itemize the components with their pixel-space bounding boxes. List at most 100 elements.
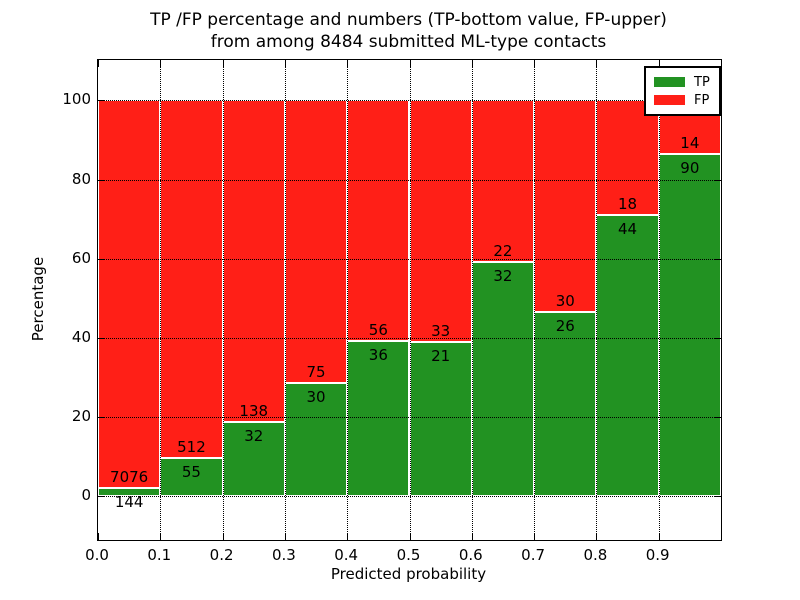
bar-segment-fp <box>222 100 285 422</box>
v-gridline <box>347 60 349 540</box>
tp-count-label: 55 <box>181 462 201 481</box>
tp-count-label: 32 <box>493 266 513 285</box>
fp-color-swatch-icon <box>654 95 685 105</box>
bar-segment-tp <box>534 312 597 497</box>
fp-count-label: 512 <box>177 437 206 456</box>
bar-segment-fp <box>534 100 597 313</box>
fp-count-label: 18 <box>618 195 638 214</box>
x-tick-mark <box>160 533 162 540</box>
plot-area: 7076 144 512 55 138 32 75 30 56 36 33 21 22 32 30 26 18 4… <box>97 59 722 541</box>
bar-segment-fp <box>284 100 348 384</box>
fp-count-label: 30 <box>555 292 575 311</box>
v-gridline <box>534 60 536 540</box>
bar-segment-tp <box>98 488 161 497</box>
bar-segment-fp <box>471 100 535 262</box>
legend-entry-tp: TP <box>654 73 710 91</box>
fp-count-label: 75 <box>306 363 326 382</box>
bar-segment-fp <box>98 100 161 489</box>
y-tick-label: 60 <box>71 248 91 267</box>
x-tick-mark-top <box>596 60 598 67</box>
y-tick-label: 20 <box>71 406 91 425</box>
tp-color-swatch-icon <box>654 77 685 87</box>
bar-segment-tp <box>471 261 535 497</box>
x-tick-label: 0.1 <box>147 546 172 564</box>
tp-count-label: 44 <box>618 220 638 239</box>
x-tick-label: 0.5 <box>396 546 421 564</box>
v-gridline <box>409 60 411 540</box>
v-gridline <box>222 60 224 540</box>
legend: TP FP <box>644 66 721 116</box>
x-tick-mark-top <box>471 60 473 67</box>
v-gridline <box>658 60 660 540</box>
tp-count-label: 21 <box>431 347 451 366</box>
x-tick-mark <box>98 533 99 540</box>
x-tick-mark-top <box>409 60 411 67</box>
y-tick-mark <box>98 258 105 260</box>
y-tick-mark-right <box>714 258 721 260</box>
y-tick-mark <box>98 100 105 102</box>
y-tick-label: 80 <box>71 169 91 188</box>
x-tick-label: 0.6 <box>458 546 483 564</box>
tp-count-label: 90 <box>680 158 700 177</box>
v-gridline <box>471 60 473 540</box>
bar-segment-fp <box>409 100 472 343</box>
tp-count-label: 30 <box>306 388 326 407</box>
x-tick-mark <box>284 533 286 540</box>
bar-segment-tp <box>409 342 472 497</box>
tp-count-label: 26 <box>555 317 575 336</box>
fp-count-label: 14 <box>680 133 700 152</box>
x-tick-mark-top <box>284 60 286 67</box>
chart-title-line1: TP /FP percentage and numbers (TP-bottom… <box>150 10 667 30</box>
x-tick-mark <box>347 533 349 540</box>
x-tick-label: 0.8 <box>583 546 608 564</box>
bar-segment-tp <box>658 153 721 497</box>
x-tick-label: 0.4 <box>334 546 359 564</box>
legend-label-fp: FP <box>694 92 710 108</box>
x-tick-label: 0.9 <box>645 546 670 564</box>
y-tick-mark <box>98 416 105 418</box>
x-tick-mark <box>534 533 536 540</box>
bar-segment-tp <box>347 341 410 497</box>
y-tick-mark-right <box>714 416 721 418</box>
x-tick-mark-top <box>534 60 536 67</box>
bar-segment-fp <box>596 100 659 216</box>
y-tick-mark <box>98 496 105 498</box>
x-axis-label: Predicted probability <box>330 565 487 583</box>
x-tick-mark <box>658 533 660 540</box>
tp-count-label: 144 <box>114 493 144 512</box>
bar-segment-fp <box>160 100 223 458</box>
y-tick-mark-right <box>714 179 721 181</box>
fp-count-label: 7076 <box>110 468 149 487</box>
y-tick-mark-right <box>714 337 721 339</box>
legend-entry-fp: FP <box>654 91 710 109</box>
v-gridline <box>284 60 286 540</box>
y-tick-mark <box>98 179 105 181</box>
fp-count-label: 33 <box>431 322 451 341</box>
x-tick-mark <box>222 533 224 540</box>
x-tick-mark-top <box>98 60 99 67</box>
y-tick-label: 0 <box>81 486 91 505</box>
bar-segment-tp <box>596 215 659 497</box>
v-gridline <box>160 60 162 540</box>
tp-count-label: 36 <box>368 346 388 365</box>
y-tick-label: 100 <box>62 90 91 109</box>
x-tick-mark-top <box>347 60 349 67</box>
y-tick-mark-right <box>714 496 721 498</box>
x-tick-label: 0.7 <box>521 546 546 564</box>
legend-label-tp: TP <box>694 74 710 90</box>
bar-segment-tp <box>160 457 223 497</box>
chart-title-line2: from among 8484 submitted ML-type contac… <box>210 32 607 52</box>
x-tick-label: 0.2 <box>209 546 234 564</box>
x-tick-mark-top <box>658 60 660 67</box>
fp-count-label: 56 <box>368 321 388 340</box>
y-tick-label: 40 <box>71 327 91 346</box>
y-tick-mark <box>98 337 105 339</box>
v-gridline <box>596 60 598 540</box>
x-tick-mark <box>596 533 598 540</box>
x-tick-mark <box>409 533 411 540</box>
bar-segment-fp <box>347 100 410 342</box>
fp-count-label: 138 <box>239 401 269 420</box>
bar-segment-tp <box>284 383 348 497</box>
fp-count-label: 22 <box>493 241 513 260</box>
